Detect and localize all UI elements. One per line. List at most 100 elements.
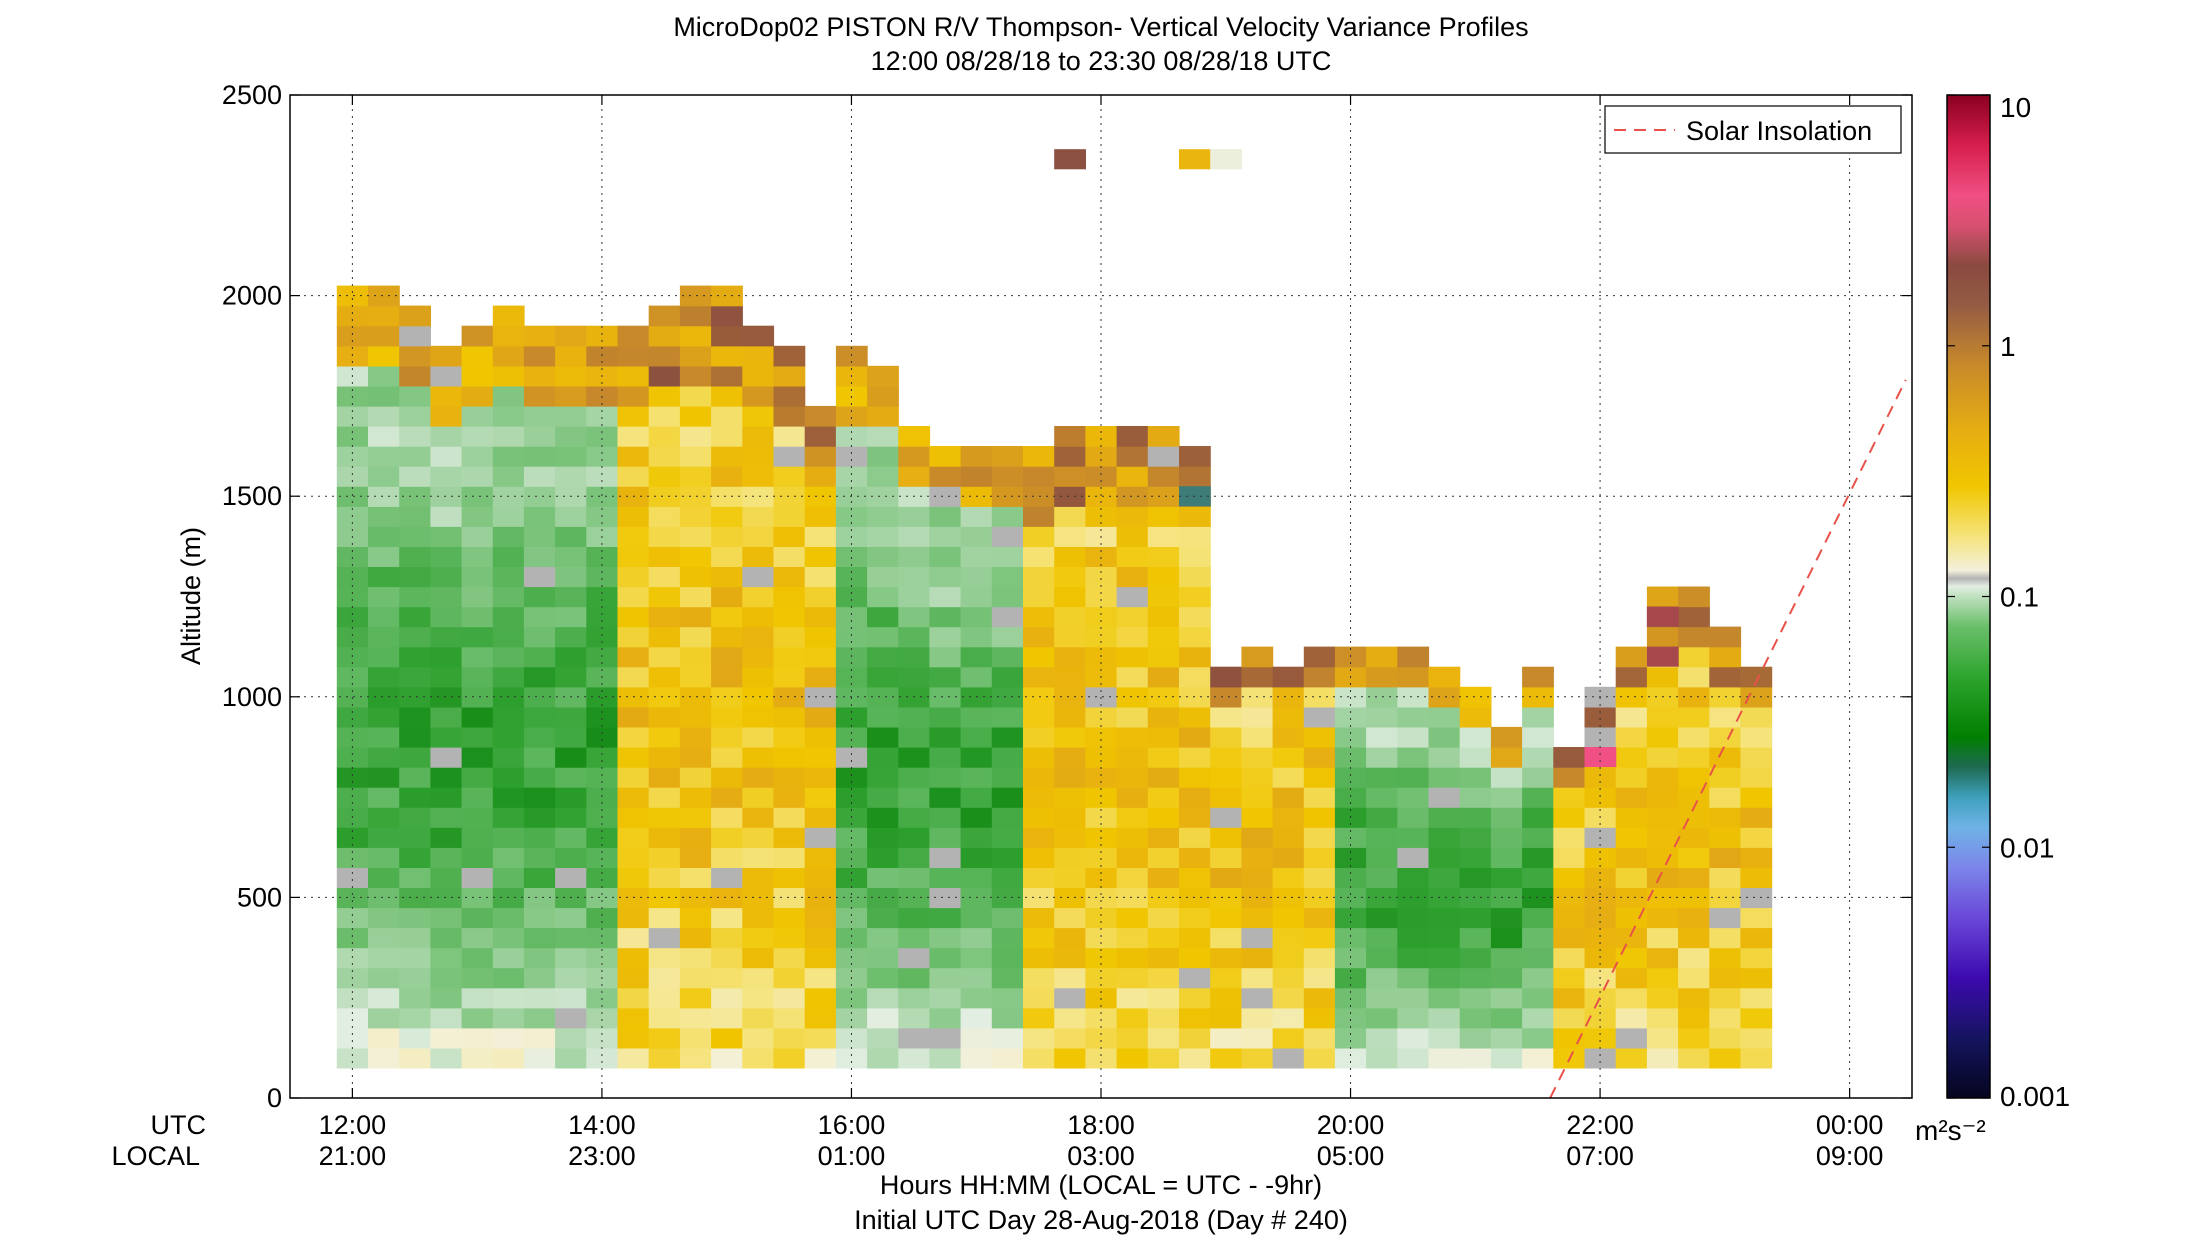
heatmap-cell	[430, 506, 463, 527]
heatmap-cell	[1210, 827, 1242, 848]
heatmap-cell	[1116, 646, 1149, 668]
heatmap-cell	[929, 1027, 962, 1049]
heatmap-cell	[523, 566, 556, 588]
heatmap-cell	[991, 987, 1024, 1009]
x-tick-label-utc: 18:00	[1067, 1110, 1135, 1140]
heatmap-cell	[1210, 887, 1242, 909]
heatmap-cell	[648, 987, 681, 1009]
heatmap-cell	[773, 726, 806, 748]
heatmap-cell	[773, 666, 806, 688]
heatmap-cell	[1303, 646, 1336, 668]
heatmap-cell	[1147, 486, 1180, 507]
heatmap-cell	[586, 345, 619, 367]
heatmap-cell	[867, 1047, 899, 1069]
heatmap-cell	[991, 666, 1024, 688]
heatmap-cell	[1241, 927, 1274, 949]
heatmap-cell	[1397, 887, 1430, 909]
heatmap-cell	[461, 345, 494, 367]
heatmap-cell	[1553, 847, 1586, 868]
heatmap-cell	[804, 1007, 837, 1029]
heatmap-cell	[1678, 967, 1710, 989]
heatmap-cell	[898, 1027, 931, 1049]
heatmap-cell	[711, 466, 743, 487]
heatmap-cell	[711, 1007, 743, 1029]
heatmap-cell	[586, 426, 619, 447]
heatmap-cell	[492, 506, 525, 527]
heatmap-cell	[804, 787, 837, 808]
heatmap-cell	[1116, 1007, 1149, 1029]
heatmap-cell	[1054, 1047, 1086, 1069]
heatmap-cell	[523, 1027, 556, 1049]
heatmap-cell	[555, 1047, 587, 1069]
heatmap-cell	[1116, 847, 1149, 868]
heatmap-cell	[1023, 506, 1055, 527]
heatmap-cell	[461, 405, 494, 427]
heatmap-cell	[1179, 646, 1211, 668]
heatmap-cell	[991, 807, 1024, 828]
heatmap-cell	[368, 947, 400, 969]
heatmap-cell	[523, 1047, 556, 1069]
heatmap-cell	[679, 887, 712, 909]
heatmap-cell	[991, 606, 1024, 628]
heatmap-cell	[929, 987, 962, 1009]
heatmap-cell	[835, 726, 868, 748]
heatmap-cell	[960, 586, 993, 608]
heatmap-cell	[461, 787, 494, 808]
heatmap-cell	[1646, 907, 1679, 929]
heatmap-cell	[399, 526, 431, 547]
heatmap-cell	[991, 726, 1024, 748]
heatmap-cell	[1459, 907, 1492, 929]
heatmap-cell	[336, 285, 369, 307]
heatmap-cell	[1147, 987, 1180, 1009]
heatmap-cell	[586, 706, 619, 728]
heatmap-cell	[804, 887, 837, 909]
heatmap-cell	[1023, 887, 1055, 909]
heatmap-cell	[523, 325, 556, 347]
heatmap-cell	[1522, 907, 1554, 929]
heatmap-cell	[648, 1047, 681, 1069]
heatmap-cell	[1054, 586, 1086, 608]
heatmap-cell	[991, 887, 1024, 909]
heatmap-cell	[991, 747, 1024, 768]
heatmap-cell	[991, 1027, 1024, 1049]
heatmap-cell	[804, 626, 837, 648]
heatmap-cell	[461, 646, 494, 668]
heatmap-cell	[1615, 887, 1648, 909]
heatmap-cell	[960, 847, 993, 868]
heatmap-cell	[1490, 827, 1523, 848]
heatmap-cell	[555, 747, 587, 768]
heatmap-cell	[1428, 827, 1461, 848]
heatmap-cell	[773, 686, 806, 708]
heatmap-cell	[1646, 807, 1679, 828]
heatmap-cell	[679, 365, 712, 387]
heatmap-cell	[1241, 807, 1274, 828]
heatmap-cell	[742, 827, 775, 848]
heatmap-cell	[1459, 787, 1492, 808]
heatmap-cell	[648, 706, 681, 728]
heatmap-cell	[430, 1047, 463, 1069]
heatmap-cell	[555, 706, 587, 728]
heatmap-cell	[742, 787, 775, 808]
heatmap-cell	[1366, 646, 1398, 668]
heatmap-cell	[555, 987, 587, 1009]
heatmap-cell	[555, 606, 587, 628]
heatmap-cell	[1553, 867, 1586, 888]
heatmap-cell	[898, 466, 931, 487]
heatmap-cell	[867, 847, 899, 868]
heatmap-cell	[1241, 967, 1274, 989]
heatmap-cell	[711, 546, 743, 567]
heatmap-cell	[1272, 747, 1305, 768]
heatmap-cell	[1272, 787, 1305, 808]
heatmap-cell	[1085, 887, 1118, 909]
heatmap-cell	[1366, 867, 1398, 888]
heatmap-cell	[430, 747, 463, 768]
heatmap-cell	[648, 466, 681, 487]
heatmap-cell	[1646, 967, 1679, 989]
heatmap-cell	[1584, 767, 1617, 788]
heatmap-cell	[1740, 947, 1773, 969]
heatmap-cell	[773, 566, 806, 588]
heatmap-cell	[492, 847, 525, 868]
heatmap-cell	[867, 767, 899, 788]
heatmap-cell	[336, 546, 369, 567]
heatmap-cell	[867, 626, 899, 648]
